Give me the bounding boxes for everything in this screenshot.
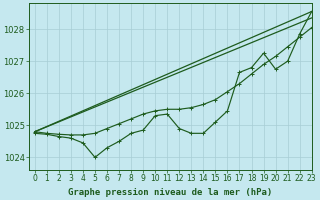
X-axis label: Graphe pression niveau de la mer (hPa): Graphe pression niveau de la mer (hPa) — [68, 188, 272, 197]
